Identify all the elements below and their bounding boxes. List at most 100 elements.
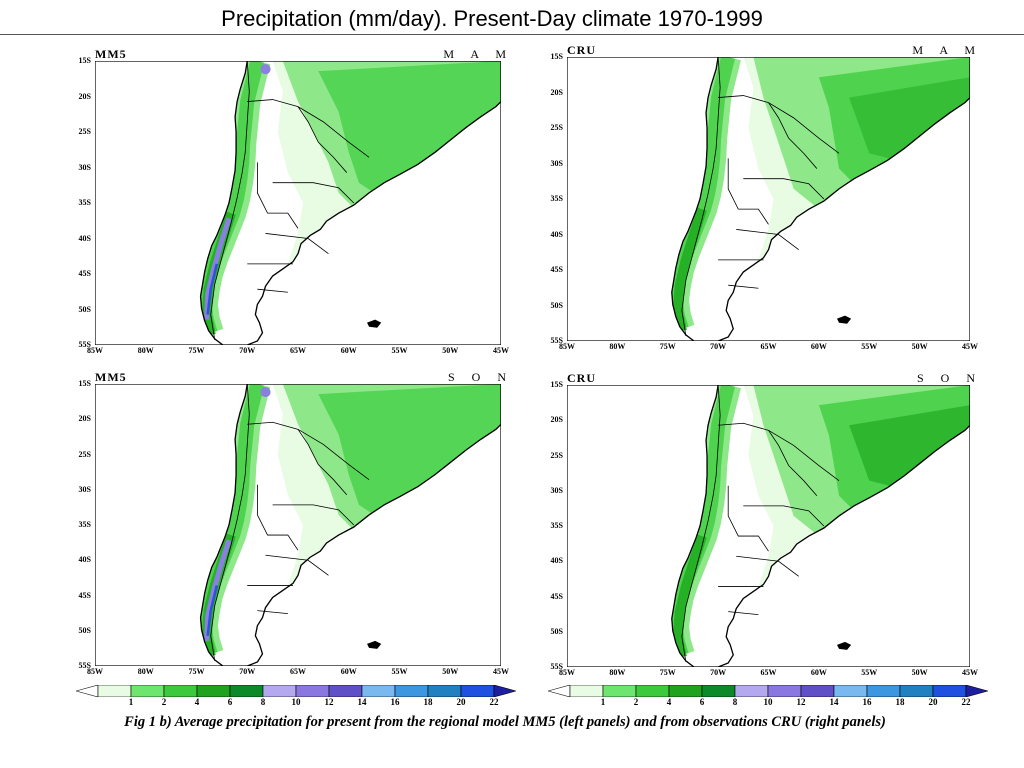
colorbar-tick-label: 14 (829, 697, 839, 707)
panel-model-label: MM5 (95, 370, 127, 384)
colorbar-tick-label: 22 (489, 697, 499, 707)
lat-tick-label: 20S (550, 87, 563, 97)
panel-model-label: CRU (567, 43, 596, 57)
lon-tick-label: 80W (137, 346, 154, 355)
colorbar-tick-label: 1 (128, 697, 134, 707)
lon-tick-label: 60W (340, 667, 357, 676)
lat-tick-label: 35S (78, 198, 91, 207)
title-divider (0, 34, 1024, 35)
lat-tick-label: 40S (550, 229, 563, 239)
lon-tick-label: 70W (239, 667, 256, 676)
lat-tick-label: 45S (78, 269, 91, 278)
lat-tick-label: 30S (78, 162, 91, 172)
colorbar-tick-label: 4 (666, 697, 672, 707)
map-panel-mm5-mam: MM5 M A M 15S 20S 25S 30S 35S 40S 45S 50S 55S 85W 80… (55, 47, 521, 359)
lat-tick-label: 55S (550, 662, 563, 671)
lat-tick-label: 15S (550, 380, 563, 389)
lon-tick-label: 45W (493, 346, 509, 355)
colorbar-tick-label: 22 (961, 697, 971, 707)
colorbar-tick-label: 20 (456, 697, 466, 707)
lon-tick-label: 60W (340, 346, 357, 355)
colorbar-tick-label: 20 (928, 697, 938, 707)
lat-tick-label: 50S (78, 625, 91, 635)
colorbar-tick-label: 18 (895, 697, 905, 707)
lon-tick-label: 65W (760, 342, 777, 351)
map-plot (95, 61, 501, 345)
colorbar-tick-label: 6 (699, 697, 705, 707)
colorbar-tick-label: 2 (161, 697, 167, 707)
colorbar-tick-label: 12 (324, 697, 334, 707)
lon-tick-label: 60W (810, 342, 827, 351)
lat-tick-label: 55S (78, 661, 91, 670)
lat-tick-label: 25S (78, 127, 91, 136)
lat-tick-label: 20S (78, 91, 91, 101)
slide-title: Precipitation (mm/day). Present-Day clim… (221, 6, 763, 31)
lon-tick-label: 45W (962, 668, 978, 677)
panel-season-label: M A M (443, 47, 513, 61)
lat-tick-label: 45S (550, 591, 563, 601)
colorbar-tick-label: 4 (194, 697, 200, 707)
colorbar-tick-label: 14 (357, 697, 367, 707)
lon-tick-label: 75W (188, 667, 205, 676)
lat-tick-label: 35S (550, 194, 563, 203)
lon-tick-label: 70W (239, 346, 256, 355)
lat-tick-label: 20S (78, 414, 91, 424)
lon-tick-label: 55W (391, 346, 408, 355)
lon-tick-label: 50W (911, 668, 928, 677)
lon-tick-label: 55W (861, 342, 878, 351)
lon-tick-label: 85W (559, 342, 575, 351)
lon-tick-label: 65W (760, 668, 777, 677)
lon-tick-label: 85W (87, 346, 103, 355)
colorbar-right: 1 2 4 6 8 10 12 14 16 18 20 22 (548, 685, 988, 709)
lon-tick-label: 85W (559, 668, 575, 677)
map-plot (95, 384, 501, 666)
lat-tick-label: 40S (550, 556, 563, 566)
map-panel-mm5-son: MM5 S O N 15S 20S 25S 30S 35S 40S 45S 50S 55S 85W 80… (55, 370, 521, 680)
lat-tick-label: 50S (78, 304, 91, 314)
lon-tick-label: 45W (962, 342, 978, 351)
lat-tick-label: 45S (78, 590, 91, 600)
lat-tick-label: 35S (550, 521, 563, 530)
colorbar-tick-label: 6 (227, 697, 233, 707)
colorbar-tick-label: 12 (796, 697, 806, 707)
lon-tick-label: 70W (710, 342, 727, 351)
lon-tick-label: 80W (609, 668, 626, 677)
lat-tick-label: 25S (550, 450, 563, 460)
lat-tick-label: 30S (78, 484, 91, 494)
colorbar-tick-label: 16 (862, 697, 872, 707)
lon-tick-label: 80W (609, 342, 626, 351)
panel-model-label: MM5 (95, 47, 127, 61)
map-panel-cru-son: CRU S O N 15S 20S 25S 30S 35S 40S 45S 50S 55S 85W 80… (527, 371, 990, 681)
lat-tick-label: 35S (78, 520, 91, 529)
lon-tick-label: 45W (493, 667, 509, 676)
colorbar-swatches (548, 685, 988, 697)
colorbar-tick-label: 16 (390, 697, 400, 707)
lon-tick-label: 50W (911, 342, 928, 351)
lon-tick-label: 60W (810, 668, 827, 677)
lat-tick-label: 25S (550, 123, 563, 132)
colorbar-tick-label: 10 (763, 697, 773, 707)
colorbar-tick-label: 8 (260, 697, 266, 707)
lat-tick-label: 55S (78, 340, 91, 349)
colorbar-tick-label: 2 (633, 697, 639, 707)
lat-tick-label: 20S (550, 415, 563, 425)
lat-tick-label: 30S (550, 485, 563, 495)
panel-model-label: CRU (567, 371, 596, 385)
colorbar-left: 1 2 4 6 8 10 12 14 16 18 20 22 (76, 685, 516, 709)
lon-tick-label: 75W (659, 342, 676, 351)
map-plot (567, 385, 970, 667)
map-plot (567, 57, 970, 341)
lon-tick-label: 70W (710, 668, 727, 677)
lon-tick-label: 50W (442, 346, 459, 355)
lat-tick-label: 15S (78, 56, 91, 65)
lon-tick-label: 85W (87, 667, 103, 676)
lon-tick-label: 75W (188, 346, 205, 355)
lon-tick-label: 55W (391, 667, 408, 676)
lat-tick-label: 30S (550, 158, 563, 168)
lat-tick-label: 55S (550, 336, 563, 345)
lat-tick-label: 50S (550, 300, 563, 310)
panel-season-label: S O N (447, 370, 513, 384)
lon-tick-label: 55W (861, 668, 878, 677)
colorbar-swatches (76, 685, 516, 697)
panel-season-label: M A M (912, 43, 982, 57)
